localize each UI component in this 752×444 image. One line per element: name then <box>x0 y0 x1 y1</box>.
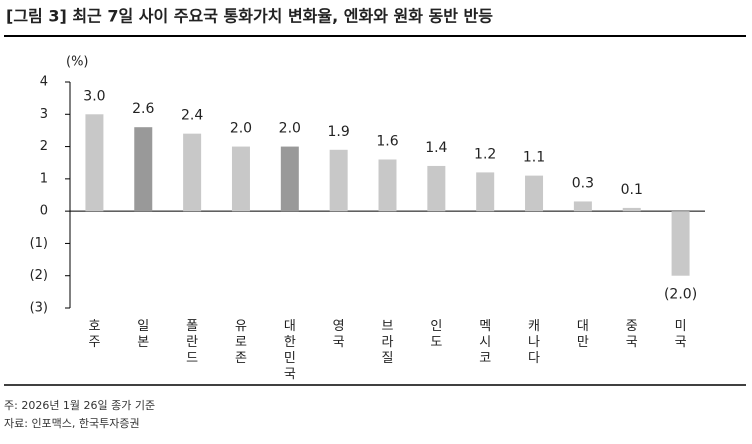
bar <box>183 133 202 212</box>
y-tick-label: (2) <box>30 268 48 283</box>
y-tick-label: 1 <box>40 171 48 186</box>
value-label: 2.0 <box>279 121 301 137</box>
unit-label: (%) <box>66 55 89 70</box>
bar <box>476 172 495 212</box>
bar <box>231 146 250 212</box>
value-label: 0.3 <box>572 175 594 191</box>
footnote: 주: 2026년 1월 26일 종가 기준 <box>4 398 155 412</box>
bar <box>85 114 104 212</box>
value-label: 1.4 <box>425 140 447 156</box>
bar <box>525 175 544 212</box>
value-label: 2.6 <box>132 101 154 117</box>
value-label: 1.6 <box>376 133 398 149</box>
bar <box>622 207 641 212</box>
value-label: (2.0) <box>664 287 697 303</box>
value-label: 1.9 <box>328 124 350 140</box>
value-label: 3.0 <box>83 88 105 104</box>
value-label: 2.0 <box>230 121 252 137</box>
y-tick-label: (1) <box>30 236 48 251</box>
source: 자료: 인포맥스, 한국투자증권 <box>4 417 140 430</box>
y-tick-label: (3) <box>30 301 48 316</box>
bar <box>134 127 153 212</box>
bar <box>378 159 397 212</box>
bar <box>329 149 348 212</box>
bar <box>280 146 299 212</box>
value-label: 0.1 <box>621 182 643 198</box>
value-label: 1.2 <box>474 146 496 162</box>
y-tick-label: 0 <box>40 204 48 219</box>
chart-title: [그림 3] 최근 7일 사이 주요국 통화가치 변화율, 엔화와 원화 동반 … <box>6 7 493 26</box>
bar <box>573 201 592 212</box>
value-label: 2.4 <box>181 108 203 124</box>
y-tick-label: 3 <box>40 107 48 122</box>
y-tick-label: 4 <box>40 75 48 90</box>
value-label: 1.1 <box>523 150 545 166</box>
bar <box>671 211 690 276</box>
y-tick-label: 2 <box>40 139 48 154</box>
bar <box>427 165 446 212</box>
